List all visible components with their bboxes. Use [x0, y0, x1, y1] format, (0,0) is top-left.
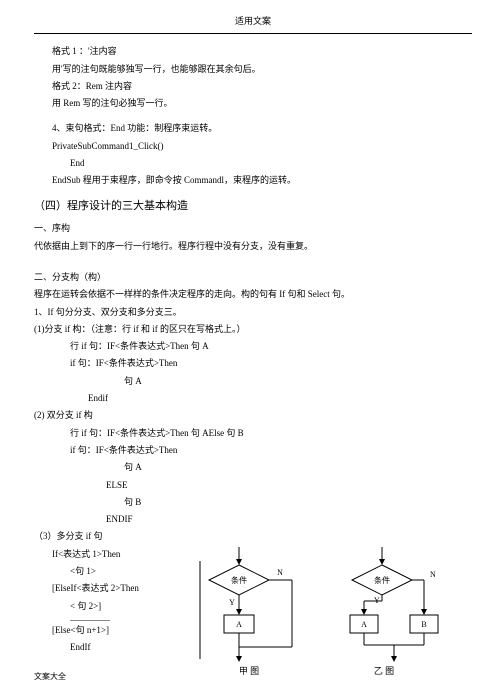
ellipsis-rule — [70, 620, 110, 621]
flowchart-a: 条件 N Y A — [194, 547, 304, 662]
box-b-label: B — [421, 620, 426, 629]
branch-l7: 句 A — [34, 460, 472, 475]
line-format1-desc: 用'写的注句既能够独写一行，也能够跟在其余句后。 — [34, 62, 472, 77]
code-endsub: EndSub 程用于束程序，即命令按 Commandl，束程序的运转。 — [34, 173, 472, 188]
line-end-format: 4、束句格式：End 功能：制程序束运转。 — [34, 121, 472, 136]
header-rule — [34, 33, 472, 34]
multi-m5: [Else<句 n+1>] — [34, 623, 184, 638]
branch-heading: 二、分支构（构） — [34, 270, 472, 285]
branch-p4: (2) 双分支 if 构 — [34, 408, 472, 423]
multi-m2: <句 1> — [34, 564, 184, 579]
branch-p2: 1、If 句分分支、双分支和多分支三。 — [34, 305, 472, 320]
caption-b: 乙 图 — [374, 664, 394, 679]
n-label: N — [277, 568, 283, 577]
multi-m1: If<表达式 1>Then — [34, 547, 184, 562]
branch-l1: 行 if 句：IF<条件表达式>Then 句 A — [34, 339, 472, 354]
y-label: Y — [229, 598, 235, 607]
line-format2: 格式 2：Rem 注内容 — [34, 79, 472, 94]
branch-l5: 行 if 句：IF<条件表达式>Then 句 AElse 句 B — [34, 426, 472, 441]
branch-l2: if 句：IF<条件表达式>Then — [34, 356, 472, 371]
multi-m6: EndIf — [34, 640, 184, 655]
diamond-label-b: 条件 — [374, 575, 390, 585]
branch-l6: if 句：IF<条件表达式>Then — [34, 443, 472, 458]
line-format2-desc: 用 Rem 写的注句必独写一行。 — [34, 96, 472, 111]
branch-l3: 句 A — [34, 374, 472, 389]
seq-para: 代依据由上到下的序一行一行地行。程序行程中没有分支，没有重复。 — [34, 239, 472, 254]
branch-l10: ENDIF — [34, 512, 472, 527]
multi-m3: [ElseIf<表达式 2>Then — [34, 581, 184, 596]
code-sub: PrivateSubCommand1_Click() — [34, 139, 472, 154]
seq-heading: 一、序构 — [34, 221, 472, 236]
caption-a: 甲 图 — [239, 664, 259, 679]
branch-l4: Endif — [34, 391, 472, 406]
box-a-label-b: A — [361, 620, 367, 629]
multi-m4: < 句 2>] — [34, 599, 184, 614]
section-title: （四）程序设计的三大基本构造 — [34, 197, 472, 216]
branch-p1: 程序在运转会依据不一样样的条件决定程序的走向。构的句有 If 句和 Select… — [34, 287, 472, 302]
page-footer: 文案大全 — [34, 670, 66, 684]
diamond-label: 条件 — [231, 575, 247, 585]
page-header: 适用文案 — [34, 14, 472, 29]
branch-p5: （3）多分支 if 句 — [34, 529, 472, 544]
line-format1: 格式 1 ：'注内容 — [34, 44, 472, 59]
n-label-b: N — [430, 570, 436, 579]
branch-p3: (1)分支 if 构：（注意：行 if 和 if 的区只在写格式上。） — [34, 322, 472, 337]
branch-l8: ELSE — [34, 478, 472, 493]
box-a-label: A — [236, 620, 242, 629]
flowchart-b: 条件 N Y A B — [324, 547, 444, 662]
branch-l9: 句 B — [34, 495, 472, 510]
code-end: End — [34, 156, 472, 171]
